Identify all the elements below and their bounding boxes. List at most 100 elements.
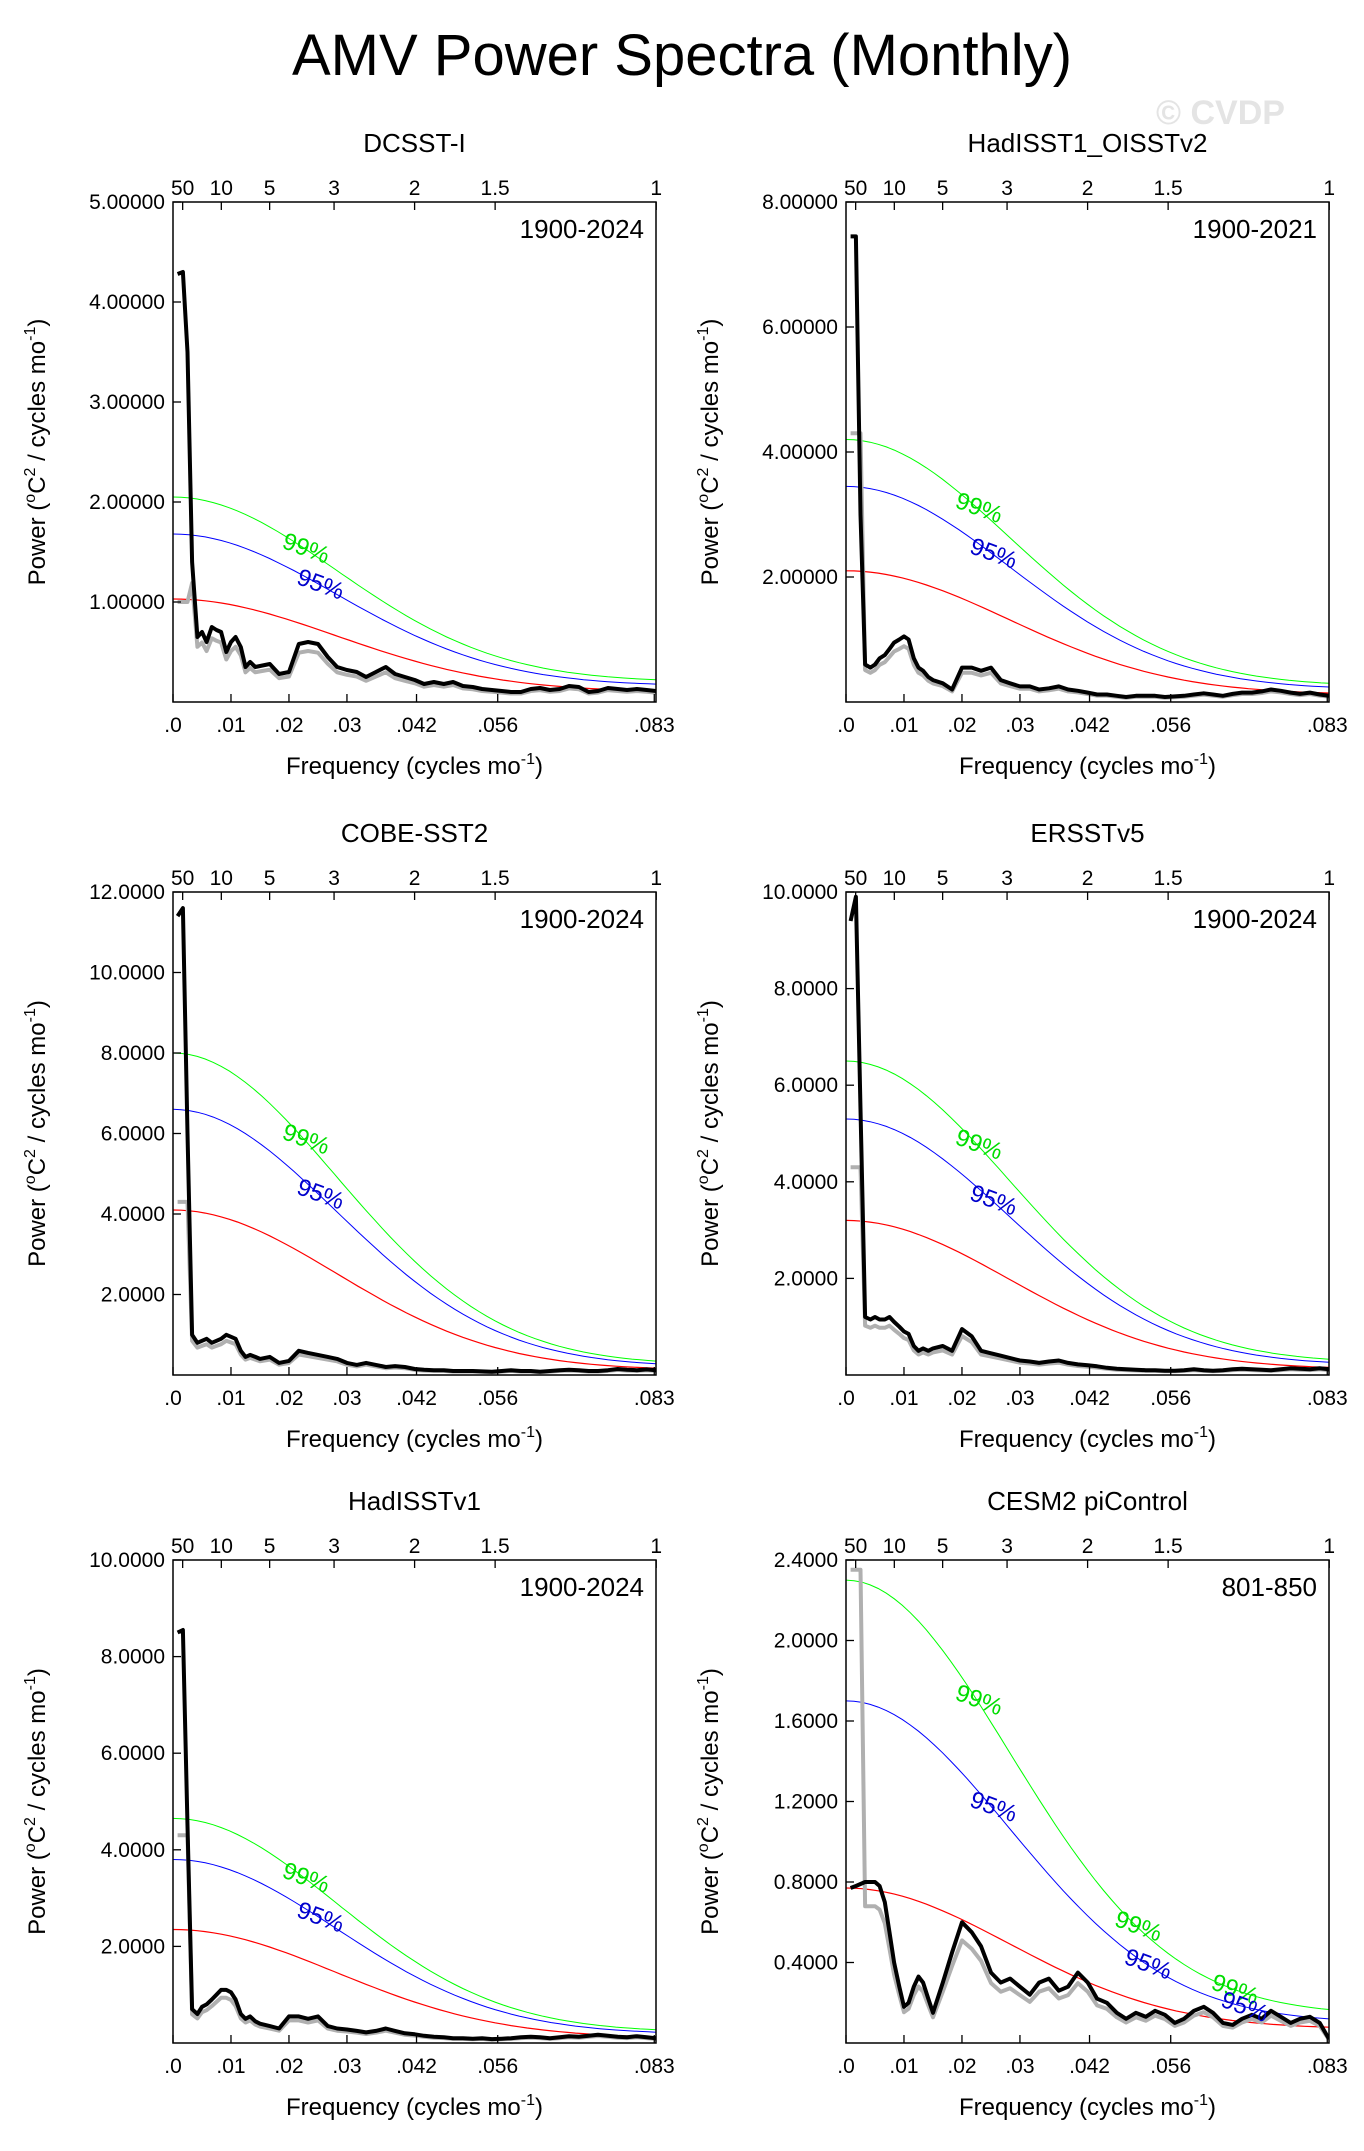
top-tick-label: 10 xyxy=(210,1535,233,1558)
plot-area xyxy=(846,234,1329,700)
curve-99 xyxy=(846,439,1329,684)
top-tick-label: 3 xyxy=(328,177,340,200)
x-tick-label: .0 xyxy=(837,1387,855,1410)
y-tick-label: 6.0000 xyxy=(101,1123,165,1146)
plot-area xyxy=(173,270,656,696)
x-tick-label: .0 xyxy=(837,2055,855,2078)
spectrum-null xyxy=(850,431,1329,700)
x-tick-label: .01 xyxy=(216,1387,245,1410)
top-tick-label: 50 xyxy=(844,867,867,890)
spectrum-line xyxy=(848,894,1329,1373)
y-tick-label: 1.6000 xyxy=(774,1710,838,1733)
spectrum-null xyxy=(177,1833,656,2042)
x-axis-label: Frequency (cycles mo-1) xyxy=(959,751,1216,780)
top-tick-label: 50 xyxy=(171,1535,194,1558)
y-axis-label: Power (oC2 / cycles mo-1) xyxy=(695,1668,724,1935)
y-tick-label: 0.4000 xyxy=(774,1952,838,1975)
y-tick-label: 4.0000 xyxy=(101,1839,165,1862)
panel-title: HadISSTv1 xyxy=(348,1486,481,1516)
spectrum-null xyxy=(177,581,656,696)
y-axis-label: Power (oC2 / cycles mo-1) xyxy=(695,1000,724,1267)
x-tick-label: .03 xyxy=(1005,2055,1034,2078)
y-tick-label: 4.00000 xyxy=(762,441,838,464)
curve-red-noise xyxy=(846,1219,1329,1368)
spectrum-line xyxy=(175,906,656,1374)
top-tick-label: 1.5 xyxy=(1154,1535,1183,1558)
spectrum-line xyxy=(176,1628,656,2042)
y-tick-label: 12.0000 xyxy=(89,881,165,904)
pct-label: 99% xyxy=(1111,1906,1165,1948)
curve-95 xyxy=(173,533,656,685)
panel-1: DCSST-I 1900-2024 99%95% .0 .01 .02 .03 .042 .05… xyxy=(22,128,675,780)
curve-red-noise xyxy=(173,1928,656,2038)
plot-area xyxy=(173,906,656,1375)
curve-99 xyxy=(173,1817,656,2031)
x-tick-label: .03 xyxy=(332,714,361,737)
top-tick-label: 10 xyxy=(210,867,233,890)
y-tick-label: 1.00000 xyxy=(89,591,165,614)
top-tick-label: 10 xyxy=(210,177,233,200)
top-tick-label: 3 xyxy=(328,867,340,890)
top-tick-label: 5 xyxy=(264,1535,276,1558)
y-tick-label: 2.0000 xyxy=(101,1935,165,1958)
top-tick-label: 1.5 xyxy=(481,177,510,200)
period-label: 1900-2021 xyxy=(1193,214,1317,244)
y-tick-label: 6.0000 xyxy=(774,1074,838,1097)
top-tick-label: 3 xyxy=(1001,867,1013,890)
y-tick-label: 2.0000 xyxy=(101,1284,165,1307)
x-tick-label: .042 xyxy=(396,714,437,737)
y-tick-label: 4.00000 xyxy=(89,291,165,314)
panel-title: HadISST1_OISSTv2 xyxy=(968,128,1208,158)
top-tick-label: 50 xyxy=(171,177,194,200)
x-tick-label: .01 xyxy=(889,714,918,737)
panel-4: ERSSTv5 1900-2024 99% 95% .0 .01 .02 .03 .042 .05… xyxy=(695,818,1348,1453)
x-axis-label: Frequency (cycles mo-1) xyxy=(286,2092,543,2121)
y-tick-label: 0.8000 xyxy=(774,1871,838,1894)
y-tick-label: 8.0000 xyxy=(101,1042,165,1065)
top-tick-label: 1 xyxy=(650,1535,662,1558)
x-tick-label: .042 xyxy=(1069,714,1110,737)
period-label: 1900-2024 xyxy=(520,1572,644,1602)
y-axis-label: Power (oC2 / cycles mo-1) xyxy=(22,1668,51,1935)
pct-label: 95% xyxy=(966,1180,1020,1222)
curve-99 xyxy=(846,1579,1329,2010)
figure-title: AMV Power Spectra (Monthly) xyxy=(291,23,1073,88)
spectrum-line xyxy=(176,270,656,694)
top-tick-label: 2 xyxy=(409,1535,421,1558)
top-tick-label: 50 xyxy=(844,177,867,200)
top-tick-label: 1 xyxy=(1323,867,1335,890)
x-tick-label: .083 xyxy=(1307,714,1348,737)
x-tick-label: .042 xyxy=(396,1387,437,1410)
pct-label: 99% xyxy=(952,487,1006,529)
x-tick-label: .0 xyxy=(164,714,182,737)
x-tick-label: .056 xyxy=(1150,1387,1191,1410)
top-tick-label: 5 xyxy=(264,867,276,890)
panel-6: CESM2 piControl801-85099%95%99%95%99%95%… xyxy=(695,1486,1348,2121)
y-axis-label: Power (oC2 / cycles mo-1) xyxy=(22,319,51,586)
period-label: 1900-2024 xyxy=(1193,904,1317,934)
pct-label: 95% xyxy=(293,1897,347,1939)
x-tick-label: .056 xyxy=(1150,714,1191,737)
y-tick-label: 5.00000 xyxy=(89,191,165,214)
spectrum-line xyxy=(850,234,1329,699)
x-tick-label: .03 xyxy=(332,1387,361,1410)
panel-2: HadISST1_OISSTv2 1900-2021 99%95% .0 .01 .02.… xyxy=(695,128,1348,780)
x-tick-label: .0 xyxy=(837,714,855,737)
top-tick-label: 1.5 xyxy=(481,1535,510,1558)
top-tick-label: 2 xyxy=(1082,177,1094,200)
x-tick-label: .083 xyxy=(634,2055,675,2078)
curve-95 xyxy=(173,1108,656,1365)
top-tick-label: 3 xyxy=(328,1535,340,1558)
top-tick-label: 5 xyxy=(264,177,276,200)
x-tick-label: .02 xyxy=(274,714,303,737)
x-tick-label: .02 xyxy=(947,2055,976,2078)
x-tick-label: .083 xyxy=(634,714,675,737)
x-tick-label: .0 xyxy=(164,2055,182,2078)
pct-label: 99% xyxy=(952,1124,1006,1166)
panel-title: CESM2 piControl xyxy=(987,1486,1188,1516)
panel-5: HadISSTv1 1900-2024 99%95% .0 .01 .02 .03 .042.… xyxy=(22,1486,675,2121)
top-tick-label: 2 xyxy=(1082,1535,1094,1558)
spectrum-null xyxy=(177,1199,656,1375)
x-tick-label: .042 xyxy=(1069,2055,1110,2078)
top-tick-label: 3 xyxy=(1001,177,1013,200)
